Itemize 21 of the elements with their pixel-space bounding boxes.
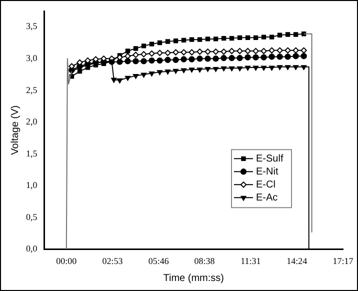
y-tick-label: 2,5 bbox=[26, 84, 38, 95]
legend-label: E-Ac bbox=[256, 192, 278, 204]
x-tick-label: 14:24 bbox=[286, 256, 308, 266]
x-tick-label: 00:00 bbox=[56, 256, 78, 266]
y-tick-label: 0,0 bbox=[26, 244, 38, 254]
x-tick-label: 05:46 bbox=[148, 256, 170, 266]
y-tick-label: 1,5 bbox=[26, 148, 38, 158]
y-axis-title: Voltage (V) bbox=[10, 105, 21, 155]
x-tick-label: 11:31 bbox=[240, 256, 261, 266]
y-tick-label: 1,0 bbox=[26, 180, 38, 190]
legend-label: E-Nit bbox=[256, 166, 278, 178]
y-tick-label: 3,0 bbox=[26, 53, 38, 63]
y-tick-label: 3,5 bbox=[26, 21, 38, 32]
x-tick-label: 08:38 bbox=[194, 256, 216, 266]
legend-label: E-Cl bbox=[256, 179, 276, 190]
x-tick-label: 02:53 bbox=[102, 256, 124, 266]
x-tick-label: 17:17 bbox=[332, 256, 354, 266]
y-tick-label: 0,5 bbox=[26, 212, 38, 222]
y-tick-label: 2,0 bbox=[26, 116, 38, 127]
x-axis-title: Time (mm:ss) bbox=[163, 272, 224, 284]
legend-label: E-Sulf bbox=[256, 153, 284, 164]
